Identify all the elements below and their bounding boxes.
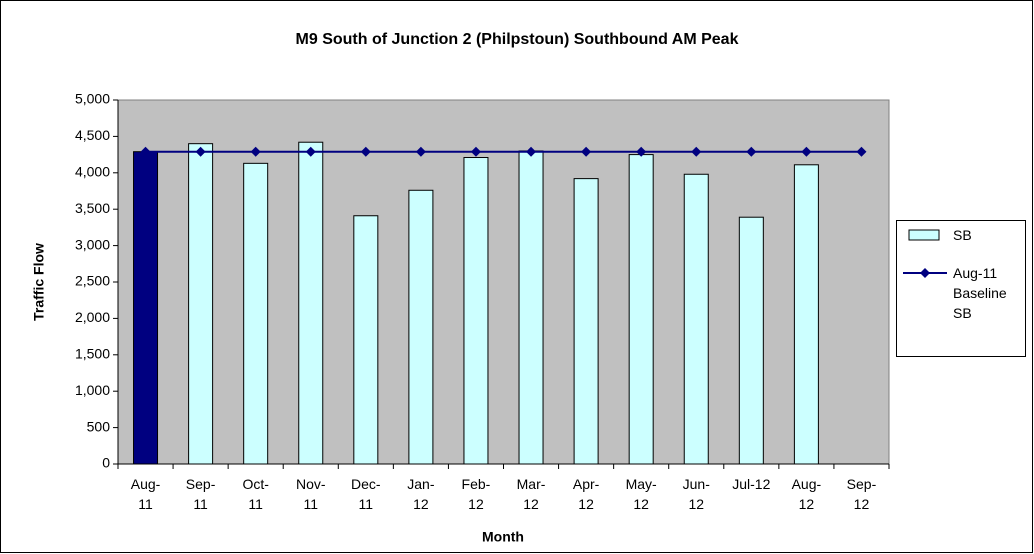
bar <box>628 154 654 465</box>
bar <box>133 151 159 465</box>
marker <box>746 146 757 157</box>
y-tick-label: 2,000 <box>75 309 110 325</box>
y-tick-label: 1,000 <box>75 382 110 398</box>
marker <box>801 146 812 157</box>
legend-marker <box>920 268 930 278</box>
x-axis-title: Month <box>482 529 524 545</box>
marker <box>415 146 426 157</box>
x-tick-label: Dec-11 <box>351 476 381 512</box>
bar <box>518 150 544 465</box>
x-tick-label: Oct-11 <box>242 476 269 512</box>
x-tick-label: May-12 <box>625 476 657 512</box>
y-tick-label: 0 <box>102 455 110 471</box>
marker <box>140 146 151 157</box>
y-tick-label: 4,000 <box>75 164 110 180</box>
bar <box>298 141 324 465</box>
bar <box>738 216 764 465</box>
x-tick-label: Aug-11 <box>130 476 161 512</box>
x-tick-label: Jan-12 <box>407 476 435 512</box>
marker <box>691 146 702 157</box>
legend-swatch <box>908 229 940 241</box>
bar <box>573 178 599 465</box>
y-tick-label: 2,500 <box>75 273 110 289</box>
x-tick-label: Mar-12 <box>516 476 546 512</box>
y-tick-label: 5,000 <box>75 91 110 107</box>
y-tick-label: 1,500 <box>75 346 110 362</box>
bar <box>353 215 379 465</box>
bar <box>683 173 709 465</box>
x-tick-label: Feb-12 <box>461 476 491 512</box>
chart-title: M9 South of Junction 2 (Philpstoun) Sout… <box>296 31 739 48</box>
marker <box>305 146 316 157</box>
marker <box>195 146 206 157</box>
y-axis-title: Traffic Flow <box>31 243 47 321</box>
marker <box>360 146 371 157</box>
bar <box>793 164 819 465</box>
marker <box>250 146 261 157</box>
x-tick-label: Aug-12 <box>791 476 822 512</box>
legend-keys <box>903 229 947 278</box>
x-tick-label: Apr-12 <box>572 476 600 512</box>
bar <box>408 189 434 465</box>
marker <box>636 146 647 157</box>
y-tick-label: 500 <box>87 418 111 434</box>
y-tick-label: 3,500 <box>75 200 110 216</box>
plot-area <box>117 99 890 465</box>
x-tick-label: Sep-12 <box>846 476 877 512</box>
x-tick-label: Nov-11 <box>295 476 326 512</box>
marker <box>856 146 867 157</box>
x-tick-label: Sep-11 <box>185 476 216 512</box>
marker <box>526 146 537 157</box>
marker <box>581 146 592 157</box>
x-tick-label: Jun-12 <box>682 476 710 512</box>
x-tick-label: Jul-12 <box>732 476 771 492</box>
bar <box>243 162 269 465</box>
y-tick-label: 4,500 <box>75 127 110 143</box>
legend: SB Aug-11 Baseline SB <box>896 220 1026 357</box>
bar <box>463 157 489 465</box>
y-tick-label: 3,000 <box>75 236 110 252</box>
legend-label: Aug-11 Baseline SB <box>953 265 1007 321</box>
bar <box>188 143 214 465</box>
marker <box>470 146 481 157</box>
legend-label: SB <box>953 227 972 243</box>
